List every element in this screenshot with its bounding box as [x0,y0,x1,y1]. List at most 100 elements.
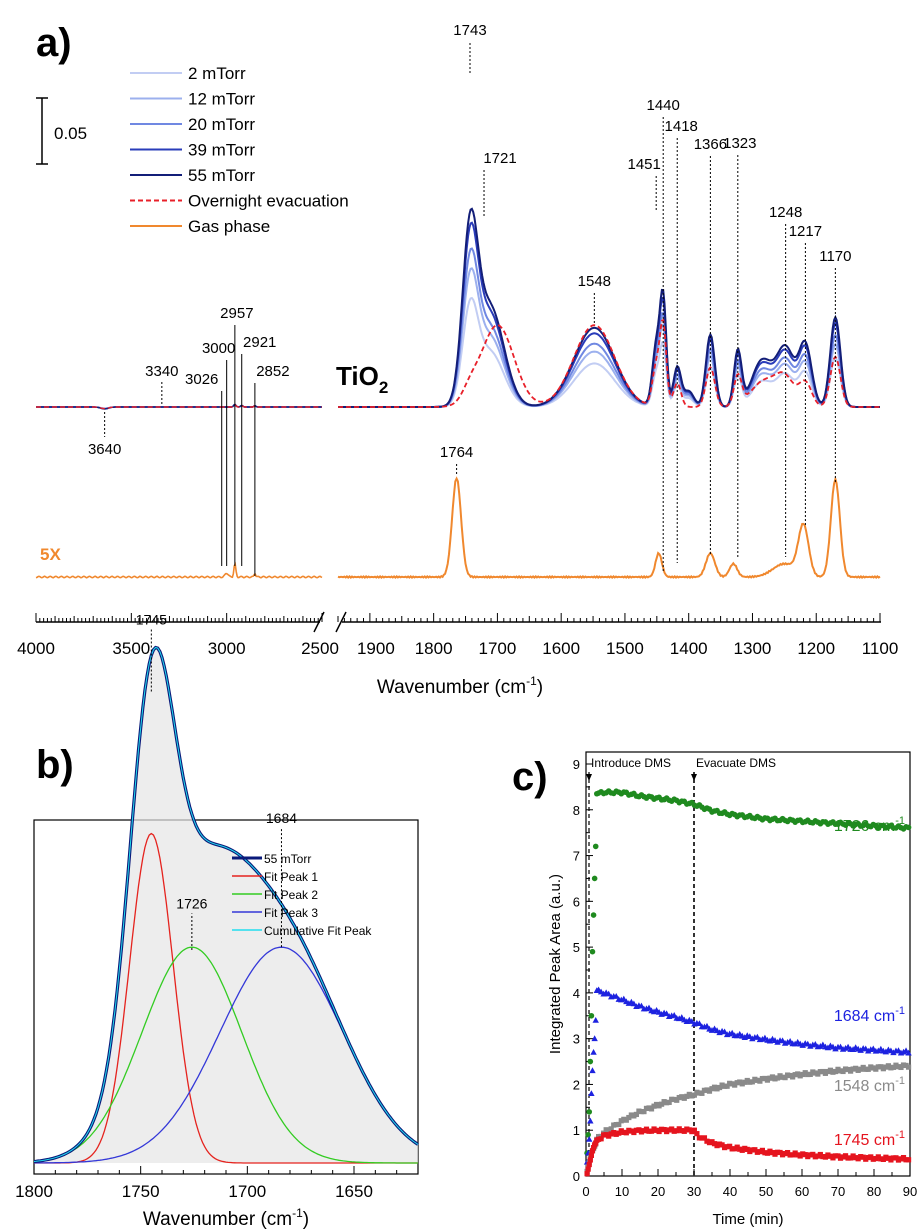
tick-label-a: 1800 [415,639,453,658]
legend-a-label: 55 mTorr [188,166,255,185]
point-1548 [699,1090,705,1096]
tick-label-c-x: 90 [903,1184,917,1199]
tick-label-c-y: 1 [573,1123,580,1138]
annotation-label-b-1684: 1684 [266,810,297,826]
point-1684 [638,1002,645,1009]
point-1726 [587,1058,594,1065]
tick-label-c-y: 2 [573,1077,580,1092]
spectra-a [35,207,881,579]
tick-label-a: 1900 [357,639,395,658]
annotation-label-1743: 1743 [453,22,486,39]
legend-a: 2 mTorr 12 mTorr 20 mTorr 39 mTorr 55 mTorr O… [130,64,349,236]
point-1745 [905,1157,912,1163]
panel-b-label: b) [36,743,74,787]
legend-a-label: 20 mTorr [188,115,255,134]
point-1684 [586,1135,593,1142]
panel-a-label: a) [36,21,72,65]
point-1726 [586,1109,593,1115]
series-labels-c: 1726 cm-1 1684 cm-1 1548 cm-1 1745 cm-1 [834,815,905,1149]
spectrum-gas-phase [337,475,881,579]
tick-label-c-x: 0 [582,1184,589,1199]
point-1684 [696,1020,703,1027]
point-1684 [734,1032,741,1039]
tick-label-c-x: 20 [651,1184,665,1199]
point-1684 [905,1049,912,1056]
panel-c: c) Introduce DMS Evacuate DMS 0 10 20 30 40 5… [512,751,917,1228]
event-label-evacuate: Evacuate DMS [696,756,776,770]
y-axis-title-c: Integrated Peak Area (a.u.) [547,874,564,1054]
annotation-label-1323: 1323 [723,135,756,152]
panel-b: b) 1745 1726 1684 55 mTorr Fit Peak 1 Fit Pe… [15,611,419,1230]
point-1548 [724,1083,730,1089]
point-1684 [591,1035,598,1042]
peak-annotations-b: 1745 1726 1684 [136,611,297,950]
tick-label-a: 2500 [301,639,339,658]
annotation-label-3000: 3000 [202,340,235,357]
x-axis-a: 4000 3500 3000 2500 1900 1800 1700 1600 1500 1400… [17,611,899,658]
tick-label-c-y: 6 [573,894,580,909]
data-points-c [583,788,912,1177]
tick-label-a: 1400 [670,639,708,658]
legend-b-label: Fit Peak 3 [264,906,318,920]
tick-label-a: 1600 [542,639,580,658]
series-label-c: 1726 cm-1 [834,815,905,835]
annotation-label-b-1726: 1726 [176,895,207,911]
tick-label-b: 1800 [15,1182,53,1201]
point-1684 [703,1022,711,1029]
axis-break-mark [313,611,325,633]
annotation-label-2921: 2921 [243,334,276,351]
tick-label-c-y: 8 [573,803,580,818]
point-1684 [588,1090,595,1096]
point-1745 [588,1152,594,1158]
point-1745 [593,1140,599,1146]
annotation-label-3340: 3340 [145,363,178,380]
point-1548 [623,1117,629,1123]
point-1684 [671,1011,678,1018]
point-1684 [645,1004,653,1011]
x-axis-title-a: Wavenumber (cm-1) [377,674,543,698]
legend-b-label: Fit Peak 1 [264,870,318,884]
tick-label-b: 1650 [335,1182,373,1201]
point-1745 [691,1127,697,1133]
point-1684 [613,992,620,999]
x-axis-b: 1800 1750 1700 1650 [15,1166,419,1201]
annotation-label-3640: 3640 [88,441,121,458]
tick-label-c-y: 5 [573,940,580,955]
point-1684 [817,1043,824,1049]
point-1548 [648,1106,655,1112]
series-label-c: 1548 cm-1 [834,1075,905,1095]
legend-a-label: Gas phase [188,217,270,236]
point-1684 [592,1016,599,1023]
annotation-label-1217: 1217 [789,223,822,240]
legend-a-label: 12 mTorr [188,90,255,109]
tick-label-a: 3000 [208,639,246,658]
event-label-introduce: Introduce DMS [591,756,671,770]
x-axis-title-b: Wavenumber (cm-1) [143,1206,309,1230]
point-1548 [633,1111,639,1118]
point-1548 [691,1092,697,1098]
point-1684 [589,1067,596,1074]
annotation-label-1418: 1418 [665,118,698,135]
annotation-label-1548: 1548 [578,273,611,290]
tick-label-a: 1100 [862,639,899,658]
tick-label-b: 1700 [228,1182,266,1201]
annotation-label-2957: 2957 [220,305,253,322]
fit-peak-1-curve [34,832,418,1164]
point-1745 [719,1142,725,1148]
point-1684 [630,1000,638,1007]
tick-label-c-y: 4 [573,986,580,1001]
event-arrow-1 [691,774,697,781]
point-1745 [584,1171,590,1177]
point-1684 [587,1117,594,1124]
x-axis-title-c: Time (min) [712,1211,783,1228]
point-1684 [663,1010,670,1017]
scale-bar: 0.05 [36,97,87,165]
annotation-label-b-1745: 1745 [136,611,167,627]
point-1548 [674,1097,680,1103]
tick-label-c-x: 50 [759,1184,773,1199]
annotation-label-1248: 1248 [769,204,802,221]
point-1548 [616,1121,622,1128]
point-1726 [589,948,596,955]
point-1745 [590,1145,597,1151]
